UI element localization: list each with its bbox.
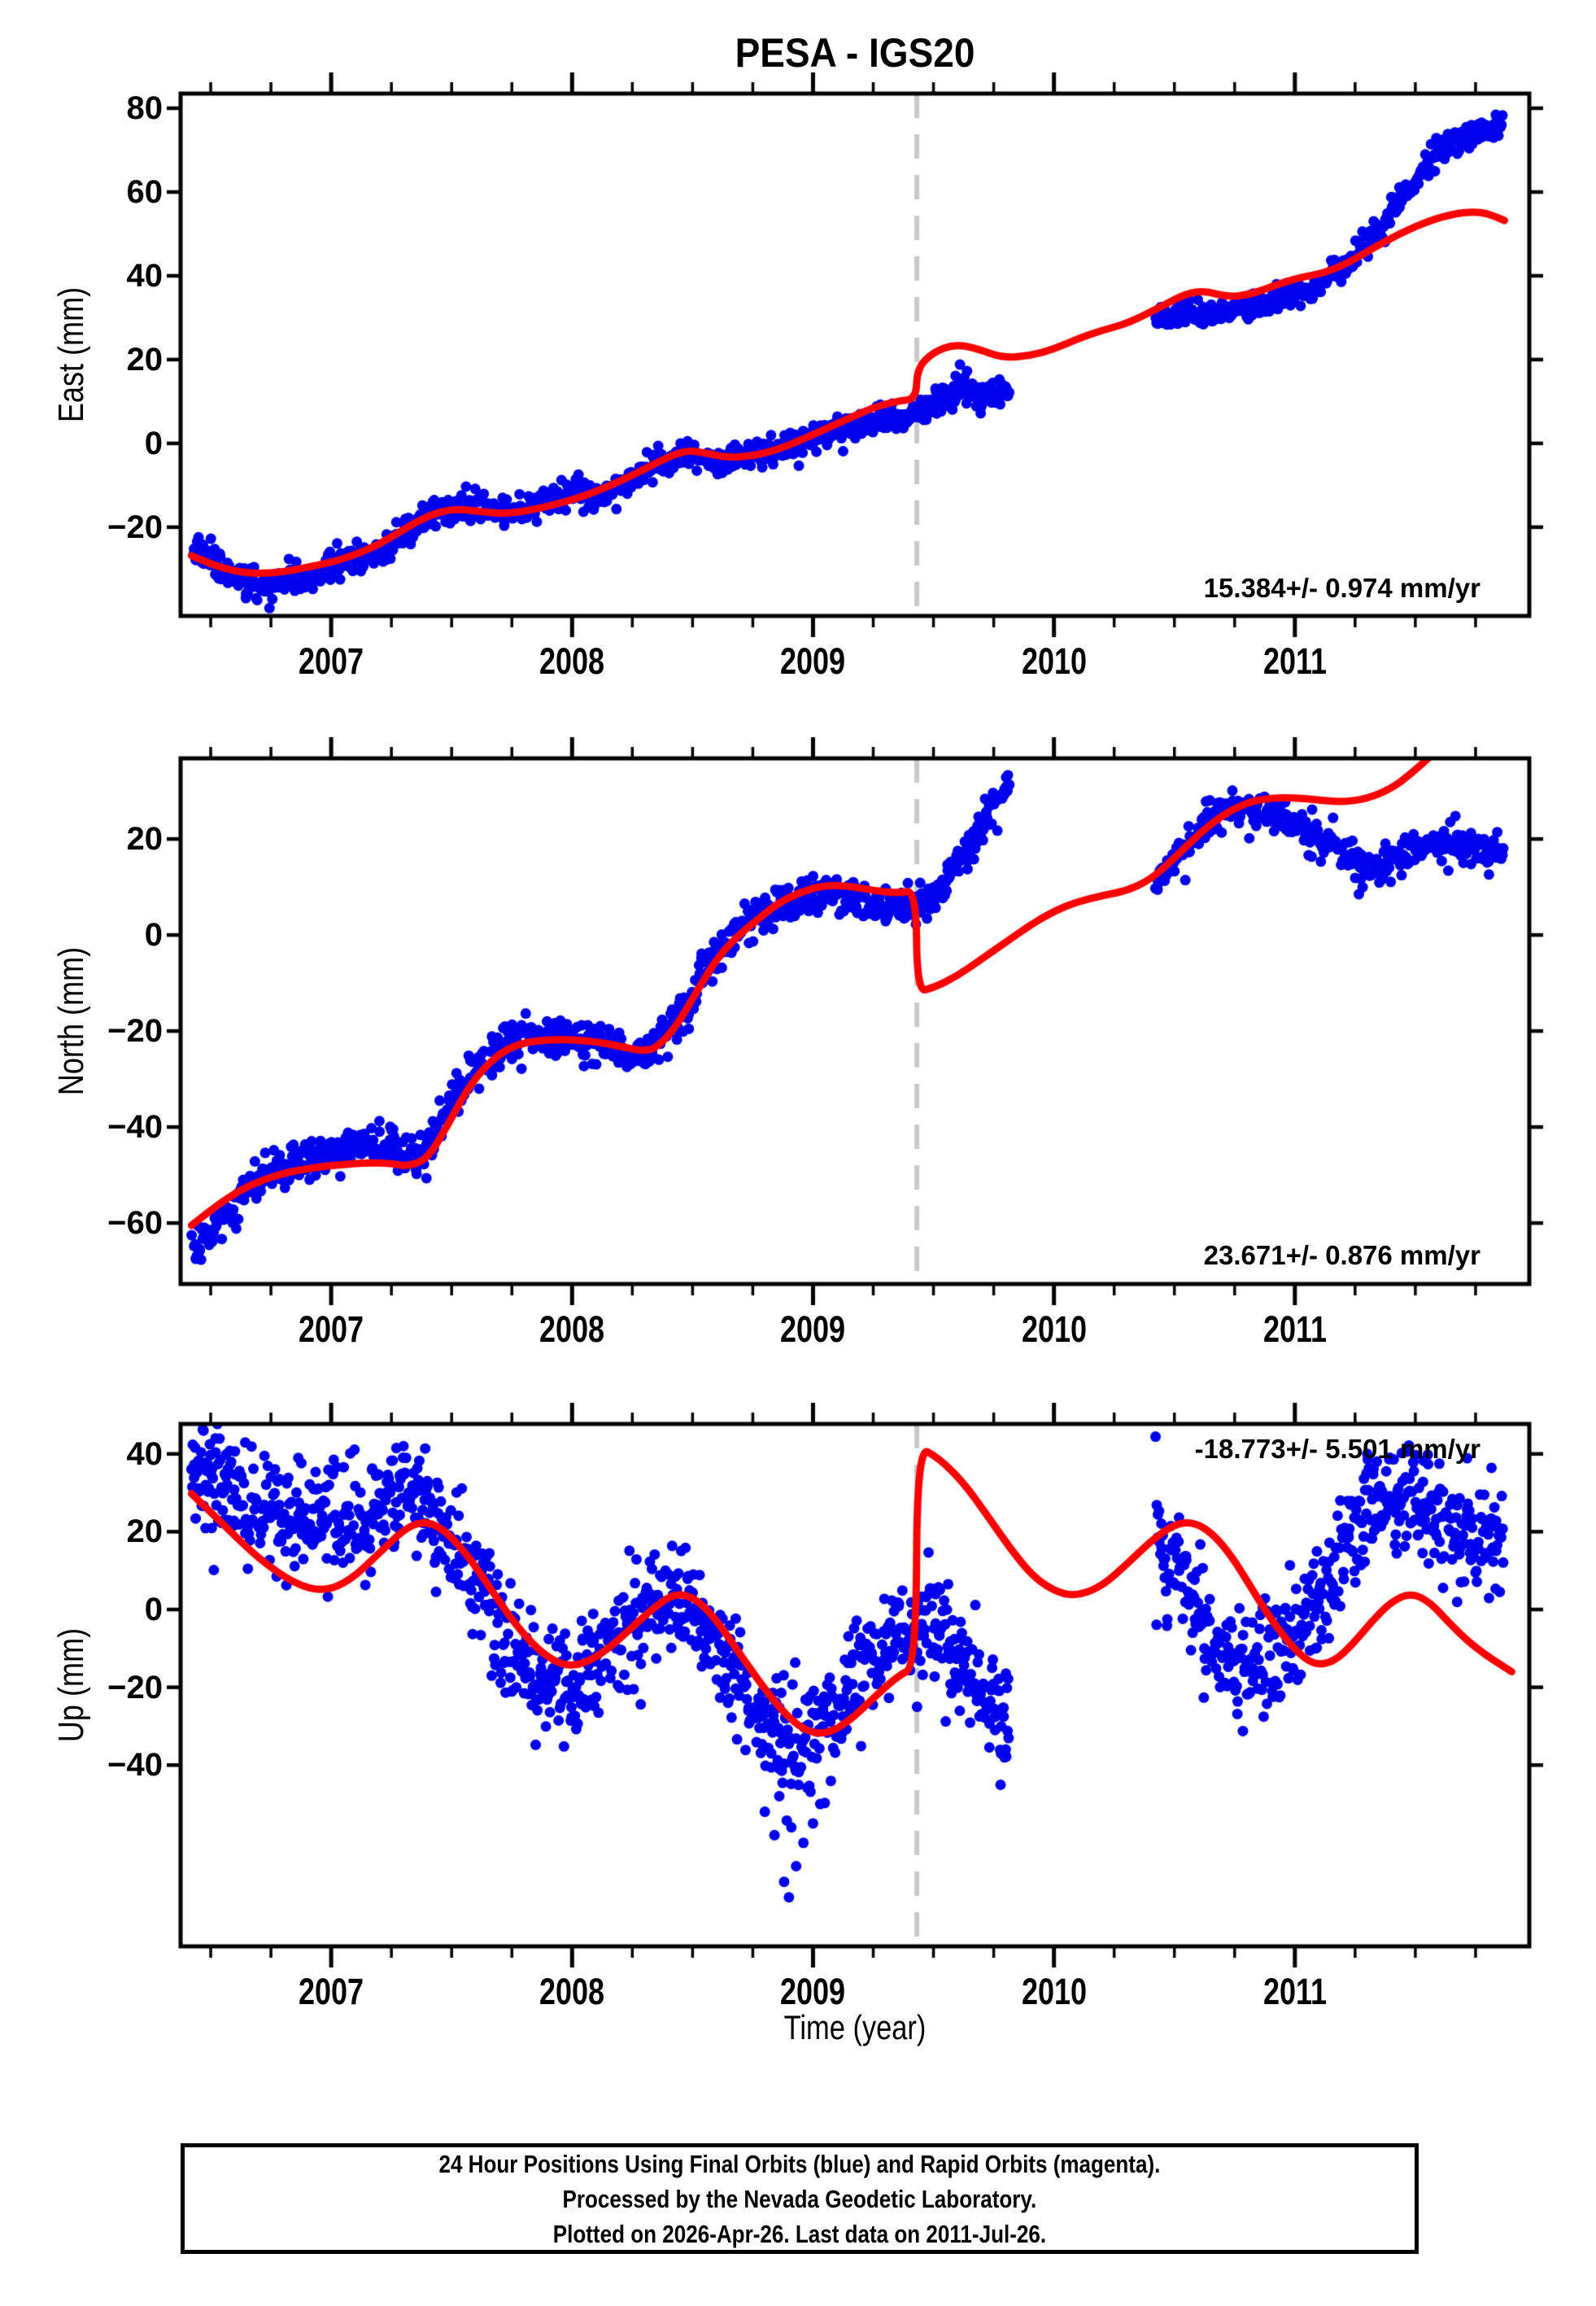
y-tick-label-up: −40	[107, 1747, 163, 1784]
y-tick-label-north: −20	[107, 1013, 163, 1050]
caption-box: 24 Hour Positions Using Final Orbits (bl…	[181, 2143, 1419, 2254]
x-tick-label-north: 2007	[299, 1308, 364, 1350]
rate-annotation-north: 23.671+/- 0.876 mm/yr	[1203, 1240, 1480, 1270]
y-tick-label-up: 20	[126, 1513, 164, 1550]
x-tick-label-north: 2010	[1021, 1308, 1087, 1350]
y-tick-label-north: −40	[107, 1109, 163, 1146]
y-tick-label-up: 0	[144, 1592, 163, 1628]
y-tick-label-north: 0	[144, 917, 163, 954]
x-tick-label-north: 2011	[1262, 1308, 1327, 1350]
chart-title: PESA - IGS20	[735, 30, 975, 76]
x-tick-label-north: 2009	[780, 1308, 846, 1350]
y-tick-label-north: 20	[126, 821, 164, 858]
caption-line-2: Processed by the Nevada Geodetic Laborat…	[562, 2184, 1037, 2213]
x-tick-label-east: 2009	[780, 640, 846, 682]
y-tick-label-east: 80	[126, 90, 164, 127]
x-tick-label-up: 2008	[539, 1971, 605, 2012]
x-tick-label-east: 2008	[539, 640, 605, 682]
x-tick-label-east: 2010	[1021, 640, 1087, 682]
x-tick-label-up: 2009	[780, 1971, 846, 2012]
y-tick-label-up: −20	[107, 1669, 163, 1705]
x-tick-label-east: 2007	[299, 640, 364, 682]
caption-line-1: 24 Hour Positions Using Final Orbits (bl…	[438, 2149, 1161, 2178]
y-tick-label-east: 60	[126, 173, 164, 210]
y-tick-label-east: −20	[107, 509, 163, 545]
rate-annotation-up: -18.773+/- 5.501 mm/yr	[1194, 1434, 1480, 1464]
caption-line-3: Plotted on 2026-Apr-26. Last data on 201…	[552, 2219, 1047, 2248]
x-tick-label-up: 2011	[1262, 1971, 1327, 2012]
y-tick-label-up: 40	[126, 1435, 164, 1472]
x-tick-label-up: 2010	[1021, 1971, 1087, 2012]
x-tick-label-north: 2008	[539, 1308, 605, 1350]
y-tick-label-east: 0	[144, 425, 163, 461]
y-tick-label-north: −60	[107, 1205, 163, 1242]
x-axis-title: Time (year)	[783, 2008, 927, 2046]
x-tick-label-east: 2011	[1262, 640, 1327, 682]
y-tick-label-east: 40	[126, 257, 164, 294]
y-tick-label-east: 20	[126, 341, 164, 378]
rate-annotation-east: 15.384+/- 0.974 mm/yr	[1203, 573, 1480, 603]
x-tick-label-up: 2007	[299, 1971, 364, 2012]
